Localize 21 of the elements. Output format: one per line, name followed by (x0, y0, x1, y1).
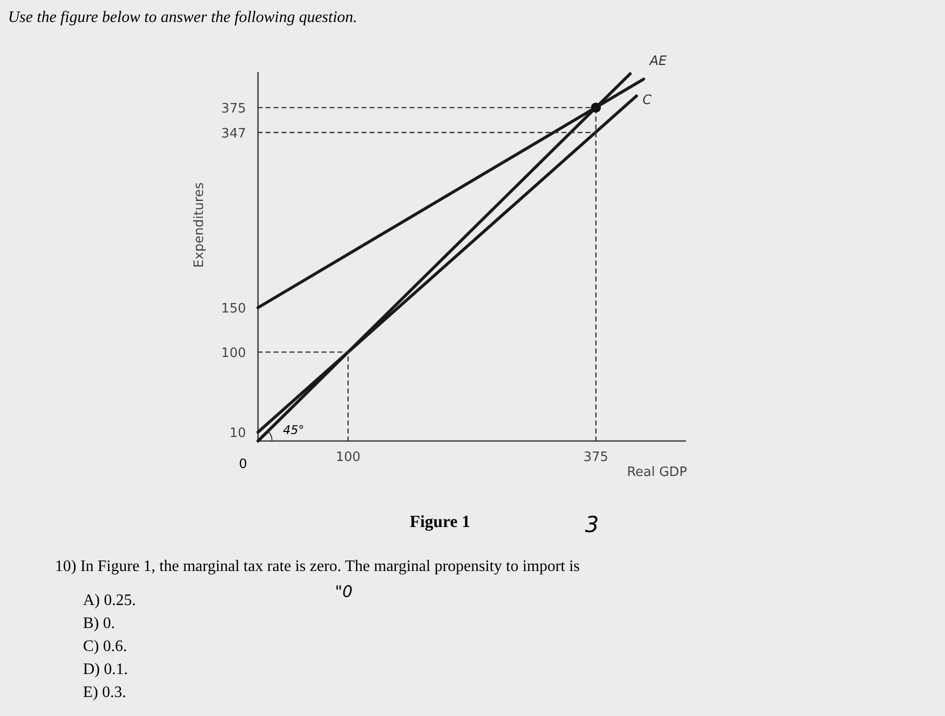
text: B) 0. (83, 615, 115, 632)
text: 3 (585, 513, 599, 538)
text: 10) In Figure 1, the marginal tax rate is zero. The marginal propensity to import is (55, 558, 580, 575)
x-axis-title: Real GDP (626, 465, 688, 480)
y-tick-label: 100 (221, 346, 246, 362)
text: A) 0.25. (83, 592, 136, 609)
y-tick-label: 150 (221, 302, 246, 317)
y-axis-title: Expenditures (192, 182, 207, 268)
series-label: AE (648, 54, 668, 70)
y-tick-label: 375 (221, 102, 246, 117)
y-tick-label: 10 (229, 426, 246, 442)
text: D) 0.1. (83, 661, 128, 678)
text: "0 (335, 582, 353, 601)
text: E) 0.3. (83, 684, 126, 701)
text: C) 0.6. (83, 638, 127, 655)
y-tick-label: 347 (221, 126, 246, 142)
annotation: 45° (283, 423, 304, 437)
caption: Figure 1 (410, 512, 470, 531)
text: 0 (238, 457, 248, 472)
chart-title: Use the figure below to answer the following question. (8, 9, 358, 26)
series-label: C (642, 93, 652, 108)
